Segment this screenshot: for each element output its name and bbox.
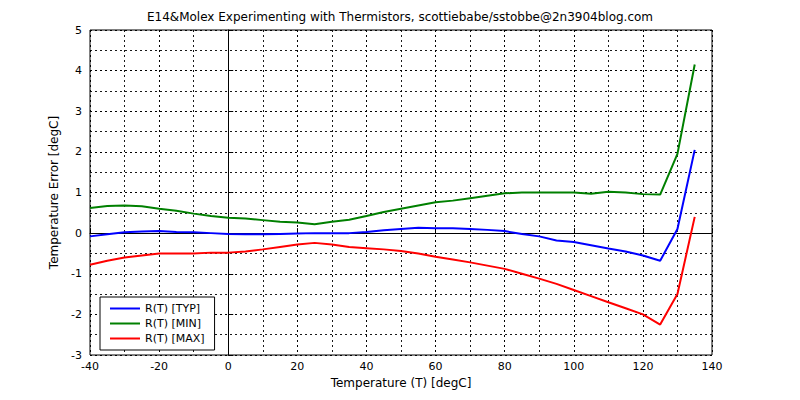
svg-text:1: 1 [75,186,82,199]
svg-text:80: 80 [498,360,512,373]
svg-text:0: 0 [75,227,82,240]
svg-text:-40: -40 [81,360,99,373]
svg-text:-1: -1 [71,267,82,280]
svg-text:-2: -2 [71,308,82,321]
svg-text:40: 40 [359,360,373,373]
svg-text:140: 140 [702,360,723,373]
svg-text:2: 2 [75,145,82,158]
svg-text:-20: -20 [150,360,168,373]
svg-text:R(T) [MAX]: R(T) [MAX] [145,332,205,345]
svg-text:R(T) [TYP]: R(T) [TYP] [145,302,200,315]
svg-text:4: 4 [75,64,82,77]
svg-text:Temperature Error [degC]: Temperature Error [degC] [47,116,61,270]
svg-text:-3: -3 [71,348,82,362]
svg-text:Temperature (T) [degC]: Temperature (T) [degC] [330,376,472,390]
svg-text:3: 3 [75,105,82,118]
svg-text:5: 5 [75,24,82,37]
svg-text:E14&Molex Experimenting with T: E14&Molex Experimenting with Thermistors… [147,10,653,24]
svg-text:100: 100 [563,360,584,373]
svg-text:0: 0 [225,360,232,373]
svg-text:120: 120 [632,360,653,373]
svg-text:60: 60 [429,360,443,373]
svg-text:20: 20 [290,360,304,373]
svg-text:R(T) [MIN]: R(T) [MIN] [145,317,201,330]
